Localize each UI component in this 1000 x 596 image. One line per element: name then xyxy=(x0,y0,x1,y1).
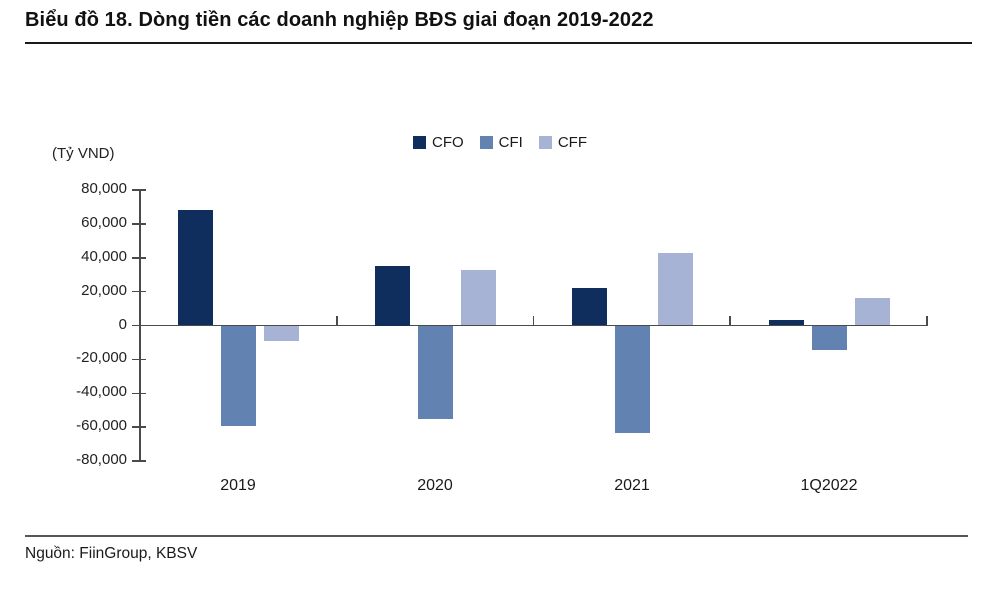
y-axis-tick-label: -80,000 xyxy=(76,451,127,468)
y-axis-tick xyxy=(132,392,146,394)
bar-cfo-1Q2022 xyxy=(768,319,804,326)
chart-legend: CFO CFI CFF xyxy=(0,132,1000,152)
footer-rule xyxy=(25,535,968,537)
x-axis-category-label: 1Q2022 xyxy=(800,477,858,494)
bar-cff-2020 xyxy=(460,269,496,326)
legend-swatch-cff-icon xyxy=(538,135,552,149)
y-axis-tick xyxy=(132,257,146,259)
y-axis-tick-label: -20,000 xyxy=(76,349,127,367)
y-axis-tick-label: 0 xyxy=(118,315,127,333)
x-axis-category-label: 2019 xyxy=(220,477,256,494)
x-axis-line xyxy=(139,324,927,327)
y-axis-tick xyxy=(132,290,146,293)
legend-label-cff: CFF xyxy=(557,133,587,151)
bar-cfi-1Q2022 xyxy=(811,326,847,350)
y-axis-tick-label: -60,000 xyxy=(76,417,127,435)
chart-title: Biểu đồ 18. Dòng tiền các doanh nghiệp B… xyxy=(25,9,654,31)
y-axis-tick xyxy=(132,189,146,191)
bar-cfo-2019 xyxy=(177,210,213,326)
bar-cfi-2021 xyxy=(614,326,650,433)
legend-swatch-cfo-icon xyxy=(412,135,426,149)
bar-cff-2019 xyxy=(263,326,299,342)
legend-label-cfo: CFO xyxy=(431,133,464,151)
y-axis-tick-label: 20,000 xyxy=(81,281,127,299)
bar-cfi-2019 xyxy=(220,326,256,427)
bar-cfi-2020 xyxy=(417,326,453,420)
source-note: Nguồn: FiinGroup, KBSV xyxy=(25,545,198,562)
y-axis-tick xyxy=(132,426,146,428)
legend-label-cfi: CFI xyxy=(498,133,523,151)
legend-item-cfi: CFI xyxy=(479,133,523,151)
x-axis-category-label: 2021 xyxy=(614,477,650,494)
legend-item-cff: CFF xyxy=(538,133,587,151)
y-axis-tick-label: 40,000 xyxy=(81,247,127,265)
bar-cfo-2020 xyxy=(374,266,410,326)
y-axis-tick xyxy=(132,460,146,462)
x-axis-tick xyxy=(532,315,534,326)
y-axis-tick-label: 60,000 xyxy=(81,213,127,231)
y-axis-tick xyxy=(132,223,146,225)
x-axis-tick xyxy=(926,315,928,326)
bar-cff-1Q2022 xyxy=(854,298,890,326)
y-axis-tick-label: -40,000 xyxy=(76,383,127,401)
bar-cfo-2021 xyxy=(571,288,607,326)
bar-cff-2021 xyxy=(657,252,693,326)
legend-swatch-cfi-icon xyxy=(479,135,493,149)
legend-item-cfo: CFO xyxy=(412,133,464,151)
x-axis-tick xyxy=(729,315,731,326)
y-axis-tick-label: 80,000 xyxy=(81,180,127,197)
y-axis-tick xyxy=(132,358,146,361)
y-axis-unit-label: (Tỷ VND) xyxy=(52,145,115,162)
title-rule xyxy=(25,42,972,44)
x-axis-tick xyxy=(336,315,338,326)
x-axis-category-label: 2020 xyxy=(417,477,453,494)
